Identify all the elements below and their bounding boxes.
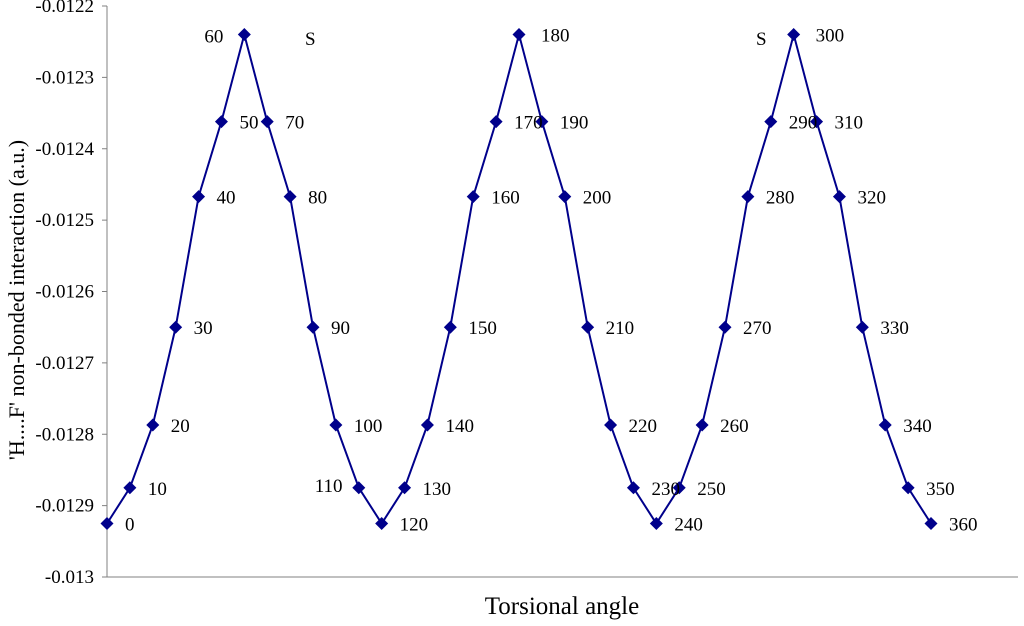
data-point xyxy=(764,115,778,129)
point-label: 260 xyxy=(720,416,749,437)
y-tick-label: -0.0129 xyxy=(35,496,94,517)
data-point xyxy=(329,418,343,432)
y-tick-labels: -0.013 -0.0129 -0.0128 -0.0127 -0.0126 -0.012… xyxy=(35,0,107,588)
point-label: 210 xyxy=(606,318,635,339)
point-label: 20 xyxy=(171,416,190,437)
data-markers xyxy=(100,28,938,530)
data-point xyxy=(810,115,824,129)
data-point xyxy=(489,115,503,129)
y-tick-label: -0.013 xyxy=(45,567,94,588)
y-tick-label: -0.0123 xyxy=(35,67,94,88)
point-label: 50 xyxy=(239,113,258,134)
point-label: 300 xyxy=(816,26,845,47)
annotation-s-1: S xyxy=(305,29,316,50)
point-label: 200 xyxy=(583,188,612,209)
point-label: 120 xyxy=(400,514,429,535)
point-label: 290 xyxy=(789,113,818,134)
y-tick-label: -0.0128 xyxy=(35,424,94,445)
y-tick-label: -0.0127 xyxy=(35,353,94,374)
data-point xyxy=(283,190,297,204)
data-point xyxy=(672,481,686,495)
data-point xyxy=(398,481,412,495)
data-point xyxy=(924,516,938,530)
data-point xyxy=(352,481,366,495)
data-point xyxy=(741,190,755,204)
data-point xyxy=(169,320,183,334)
point-label: 270 xyxy=(743,318,772,339)
data-point xyxy=(466,190,480,204)
y-tick-label: -0.0125 xyxy=(35,210,94,231)
point-label: 100 xyxy=(354,416,383,437)
data-point xyxy=(649,516,663,530)
data-point xyxy=(901,481,915,495)
data-point xyxy=(512,28,526,42)
data-point xyxy=(192,190,206,204)
point-label: 330 xyxy=(880,318,909,339)
point-label: 150 xyxy=(468,318,497,339)
point-label: 90 xyxy=(331,318,350,339)
data-point xyxy=(443,320,457,334)
point-label: 70 xyxy=(285,113,304,134)
data-point xyxy=(123,481,137,495)
data-point xyxy=(878,418,892,432)
point-label: 160 xyxy=(491,188,520,209)
point-label: 360 xyxy=(949,514,978,535)
data-point xyxy=(420,418,434,432)
y-tick-label: -0.0124 xyxy=(35,139,94,160)
point-labels: 0 10 20 30 40 50 60 70 80 90 100 110 120 130 140 150 160… xyxy=(125,26,978,536)
data-point xyxy=(535,115,549,129)
data-point xyxy=(237,28,251,42)
point-label: 350 xyxy=(926,479,955,500)
data-point xyxy=(695,418,709,432)
y-tick-label: -0.0126 xyxy=(35,282,94,303)
data-point xyxy=(604,418,618,432)
data-point xyxy=(855,320,869,334)
point-label: 180 xyxy=(541,26,570,47)
point-label: 30 xyxy=(194,318,213,339)
point-label: 0 xyxy=(125,514,135,535)
point-label: 60 xyxy=(204,27,223,48)
data-point xyxy=(626,481,640,495)
point-label: 190 xyxy=(560,113,589,134)
x-axis-title: Torsional angle xyxy=(485,593,639,620)
point-label: 40 xyxy=(217,188,236,209)
point-label: 340 xyxy=(903,416,932,437)
point-label: 80 xyxy=(308,188,327,209)
data-point xyxy=(375,516,389,530)
point-label: 250 xyxy=(697,479,726,500)
point-label: 240 xyxy=(674,514,703,535)
annotation-s-2: S xyxy=(756,29,767,50)
point-label: 140 xyxy=(445,416,474,437)
data-point xyxy=(146,418,160,432)
data-point xyxy=(787,28,801,42)
y-axis-title: 'H....F' non-bonded interaction (a.u.) xyxy=(4,140,29,460)
point-label: 220 xyxy=(629,416,658,437)
point-label: 130 xyxy=(423,479,452,500)
data-point xyxy=(100,516,114,530)
point-label: 310 xyxy=(835,113,864,134)
series-line xyxy=(106,30,932,526)
y-tick-label: -0.0122 xyxy=(35,0,94,17)
point-label: 10 xyxy=(148,479,167,500)
data-point xyxy=(306,320,320,334)
data-point xyxy=(832,190,846,204)
point-label: 230 xyxy=(651,479,680,500)
data-point xyxy=(558,190,572,204)
data-point xyxy=(581,320,595,334)
point-label: 280 xyxy=(766,188,795,209)
point-label: 170 xyxy=(514,113,543,134)
point-label: 110 xyxy=(315,476,343,497)
data-point xyxy=(718,320,732,334)
point-label: 320 xyxy=(857,188,886,209)
y-axis: -0.013 -0.0129 -0.0128 -0.0127 -0.0126 -0.012… xyxy=(35,0,108,588)
data-point xyxy=(214,115,228,129)
data-point xyxy=(260,115,274,129)
